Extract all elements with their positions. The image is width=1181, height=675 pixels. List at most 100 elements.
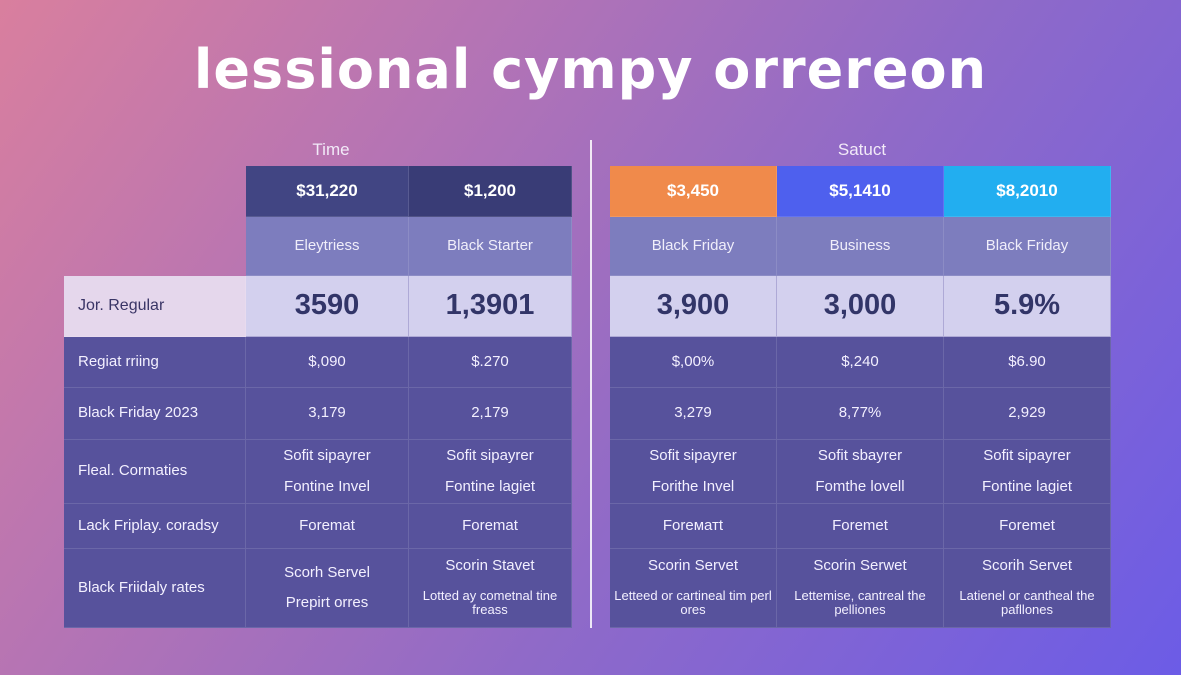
plan-price: $3,450: [610, 166, 777, 217]
plan-price: $31,220: [246, 166, 409, 217]
feature-cell: $,240: [777, 337, 944, 388]
headline-text: 3590: [294, 289, 360, 322]
feature-text: Foremat: [462, 516, 518, 534]
headline-text: 1,3901: [445, 289, 535, 322]
feature-text: Lotted ay cometnal tine freass: [422, 587, 558, 618]
feature-text: Lettemise, cantreal the pelliones: [794, 587, 926, 618]
left-pricing-table: $31,220 $1,200 Eleytriess Black Starter Jor.…: [64, 166, 572, 628]
empty-corner: [64, 217, 246, 276]
feature-text: Foremet: [832, 516, 888, 534]
feature-text: 3,279: [674, 404, 712, 422]
feature-cell: 3,279: [610, 388, 777, 440]
divider: [590, 140, 592, 628]
row-label: Black Friidaly rates: [64, 549, 246, 628]
table-row: Eleytriess Black Starter: [64, 217, 572, 276]
feature-text: Scorin Serwet: [813, 557, 907, 575]
headline-text: 3,900: [656, 289, 730, 322]
feature-cell: $.270: [409, 337, 572, 388]
page-title: lessional cympy orrereon: [193, 38, 988, 101]
feature-text: Sofit sipayrer: [983, 447, 1071, 464]
feature-cell: Sofit sipayrer Fontine lagiet: [409, 440, 572, 504]
price-text: $8,2010: [996, 180, 1058, 200]
feature-text: Prepirt orres: [285, 594, 369, 611]
table-row: Lack Friplay. coradsy Foremat Foremat: [64, 504, 572, 549]
plan-name: Black Friday: [944, 217, 1111, 276]
feature-text: Latienel or cantheal the pafllones: [959, 587, 1095, 618]
feature-text: $.270: [471, 352, 509, 370]
feature-cell: Foreматt: [610, 504, 777, 549]
plan-headline: 3,900: [610, 276, 777, 337]
plan-name-text: Black Starter: [447, 236, 533, 254]
row-label-text: Regiat rriing: [78, 352, 159, 370]
row-label: Black Friday 2023: [64, 388, 246, 440]
right-group-label: Satuct: [837, 140, 887, 159]
feature-text: Fontine lagiet: [444, 477, 536, 495]
plan-price: $8,2010: [944, 166, 1111, 217]
feature-text: Fomthe lovell: [815, 477, 905, 495]
row-label-text: Black Friidaly rates: [78, 578, 205, 596]
plan-price: $5,1410: [777, 166, 944, 217]
table-row: Jor. Regular 3590 1,3901: [64, 276, 572, 337]
plan-name: Black Friday: [610, 217, 777, 276]
feature-text: Sofit sipayrer: [649, 447, 737, 464]
feature-cell: 8,77%: [777, 388, 944, 440]
feature-text: Letteed or cartineal tim perl ores: [614, 587, 772, 618]
plan-name: Business: [777, 217, 944, 276]
feature-cell: Foremet: [777, 504, 944, 549]
feature-cell: Foremat: [246, 504, 409, 549]
feature-text: $6.90: [1008, 352, 1046, 370]
headline-text: 5.9%: [993, 289, 1061, 322]
table-row: Foreматt Foremet Foremet: [610, 504, 1111, 549]
feature-text: Sofit sipayrer: [283, 447, 371, 464]
right-pricing-table: $3,450 $5,1410 $8,2010 Black Friday Business…: [610, 166, 1111, 628]
feature-cell: $6.90: [944, 337, 1111, 388]
feature-cell: Scorin Stavet Lotted ay cometnal tine fre…: [409, 549, 572, 628]
feature-text: Forithe Invel: [651, 477, 735, 495]
table-row: Scorin Servet Letteed or cartineal tim pe…: [610, 549, 1111, 628]
feature-text: 2,179: [471, 404, 509, 422]
plan-name-text: Eleytriess: [294, 236, 360, 254]
feature-text: 2,929: [1008, 404, 1046, 422]
feature-text: $,240: [841, 352, 879, 370]
table-row: Black Friday 2023 3,179 2,179: [64, 388, 572, 440]
row-label: Regiat rriing: [64, 337, 246, 388]
table-row: $3,450 $5,1410 $8,2010: [610, 166, 1111, 217]
plan-headline: 3,000: [777, 276, 944, 337]
feature-cell: Scorin Serwet Lettemise, cantreal the pel…: [777, 549, 944, 628]
table-row: Black Friidaly rates Scorh Servel Prepirt …: [64, 549, 572, 628]
feature-cell: $,00%: [610, 337, 777, 388]
feature-text: Scorin Stavet: [445, 557, 535, 575]
plan-name: Eleytriess: [246, 217, 409, 276]
feature-text: Scorin Servet: [647, 557, 739, 575]
table-row: 3,279 8,77% 2,929: [610, 388, 1111, 440]
table-row: $,00% $,240 $6.90: [610, 337, 1111, 388]
row-label: Fleal. Cormaties: [64, 440, 246, 504]
row-label: Jor. Regular: [64, 276, 246, 337]
price-text: $31,220: [296, 180, 358, 200]
row-label-text: Jor. Regular: [78, 297, 165, 315]
feature-cell: Foremat: [409, 504, 572, 549]
plan-price: $1,200: [409, 166, 572, 217]
feature-text: Foremat: [299, 516, 355, 534]
feature-cell: 2,929: [944, 388, 1111, 440]
feature-cell: Scorih Servet Latienel or cantheal the pa…: [944, 549, 1111, 628]
empty-corner: [64, 166, 246, 217]
feature-text: Fontine lagiet: [981, 477, 1073, 495]
feature-cell: Scorh Servel Prepirt orres: [246, 549, 409, 628]
row-label-text: Lack Friplay. coradsy: [78, 516, 219, 534]
feature-text: Fontine Invel: [284, 477, 370, 495]
feature-cell: $,090: [246, 337, 409, 388]
feature-text: Sofit sipayrer: [446, 447, 534, 464]
feature-cell: Foremet: [944, 504, 1111, 549]
feature-cell: Scorin Servet Letteed or cartineal tim pe…: [610, 549, 777, 628]
row-label-text: Fleal. Cormaties: [78, 462, 188, 480]
feature-text: Foreматt: [662, 516, 724, 534]
plan-name-text: Business: [829, 236, 891, 254]
feature-cell: Sofit sipayrer Forithe Invel: [610, 440, 777, 504]
feature-text: Scorh Servel: [284, 563, 370, 581]
feature-cell: 2,179: [409, 388, 572, 440]
price-text: $3,450: [667, 180, 719, 200]
feature-cell: Sofit sipayrer Fontine lagiet: [944, 440, 1111, 504]
plan-name: Black Starter: [409, 217, 572, 276]
table-row: Regiat rriing $,090 $.270: [64, 337, 572, 388]
